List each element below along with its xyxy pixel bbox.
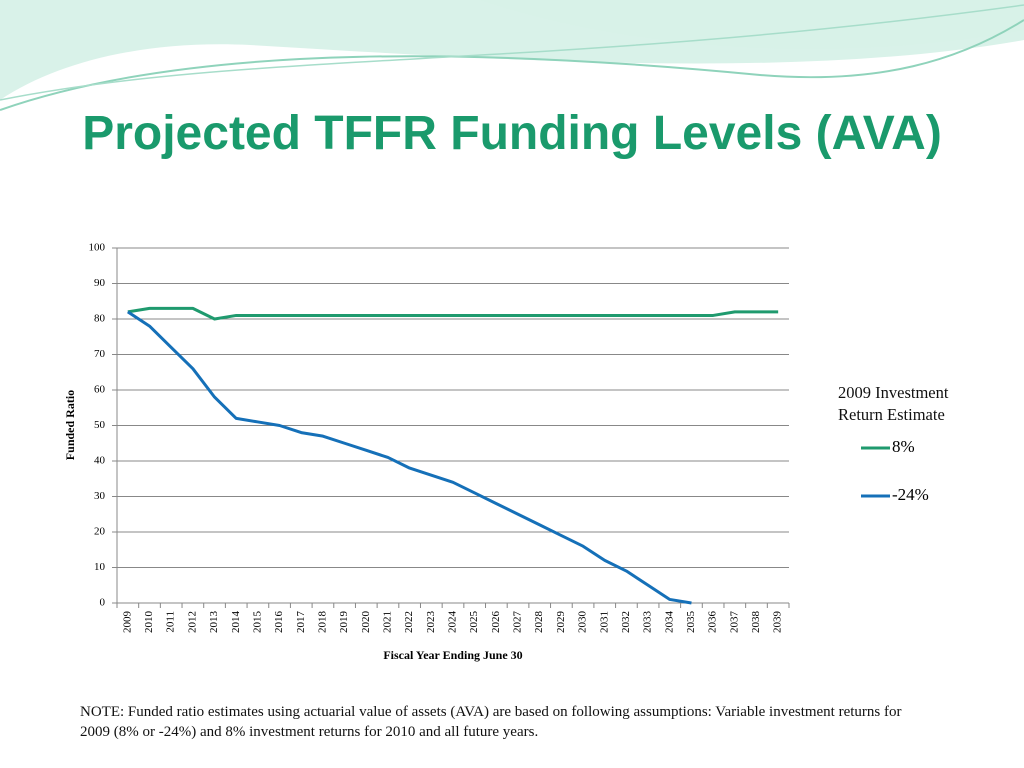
y-tick-label: 0 xyxy=(100,597,106,609)
x-tick-label: 2026 xyxy=(490,611,502,634)
x-tick-label: 2039 xyxy=(772,611,784,634)
x-tick-label: 2030 xyxy=(577,611,589,634)
x-tick-label: 2031 xyxy=(598,611,610,633)
x-tick-label: 2012 xyxy=(186,611,198,633)
x-tick-label: 2016 xyxy=(273,611,285,634)
y-tick-label: 70 xyxy=(94,348,106,360)
x-tick-label: 2028 xyxy=(533,611,545,634)
x-tick-label: 2020 xyxy=(360,611,372,634)
background-swoosh xyxy=(0,0,1024,111)
x-tick-label: 2017 xyxy=(295,611,307,634)
series-line xyxy=(127,310,692,605)
x-tick-label: 2036 xyxy=(707,611,719,634)
x-tick-label: 2014 xyxy=(230,611,242,634)
x-axis-title: Fiscal Year Ending June 30 xyxy=(383,648,522,662)
x-tick-label: 2018 xyxy=(316,611,328,634)
y-tick-label: 80 xyxy=(94,313,106,325)
x-tick-label: 2037 xyxy=(728,611,740,634)
legend-title: 2009 Investment Return Estimate xyxy=(838,383,949,424)
y-tick-label: 50 xyxy=(94,419,106,431)
x-tick-label: 2038 xyxy=(750,611,762,634)
slide-title: Projected TFFR Funding Levels (AVA) xyxy=(82,107,942,160)
legend-label: -24% xyxy=(892,485,929,504)
y-tick-label: 40 xyxy=(94,455,106,467)
x-tick-label: 2019 xyxy=(338,611,350,634)
series-line xyxy=(127,306,779,321)
x-tick-label: 2022 xyxy=(403,611,415,633)
legend-label: 8% xyxy=(892,437,915,456)
x-tick-label: 2029 xyxy=(555,611,567,634)
y-tick-label: 20 xyxy=(94,526,106,538)
y-tick-label: 60 xyxy=(94,384,106,396)
x-tick-label: 2013 xyxy=(208,611,220,634)
x-tick-label: 2034 xyxy=(663,611,675,634)
x-tick-label: 2035 xyxy=(685,611,697,634)
y-axis-title: Funded Ratio xyxy=(63,390,77,460)
y-tick-label: 30 xyxy=(94,490,106,502)
x-tick-label: 2023 xyxy=(425,611,437,634)
x-tick-label: 2024 xyxy=(447,611,459,634)
x-tick-label: 2027 xyxy=(512,611,524,634)
note: NOTE: Funded ratio estimates using actua… xyxy=(80,704,902,740)
x-tick-label: 2010 xyxy=(143,611,155,634)
y-tick-label: 10 xyxy=(94,561,106,573)
x-tick-label: 2033 xyxy=(642,611,654,634)
x-tick-label: 2025 xyxy=(468,611,480,634)
x-tick-label: 2032 xyxy=(620,611,632,633)
x-tick-label: 2021 xyxy=(381,611,393,633)
y-tick-label: 90 xyxy=(94,277,106,289)
y-tick-label: 100 xyxy=(89,242,106,254)
x-tick-label: 2011 xyxy=(165,611,177,633)
x-tick-label: 2009 xyxy=(121,611,133,634)
x-tick-label: 2015 xyxy=(251,611,263,634)
